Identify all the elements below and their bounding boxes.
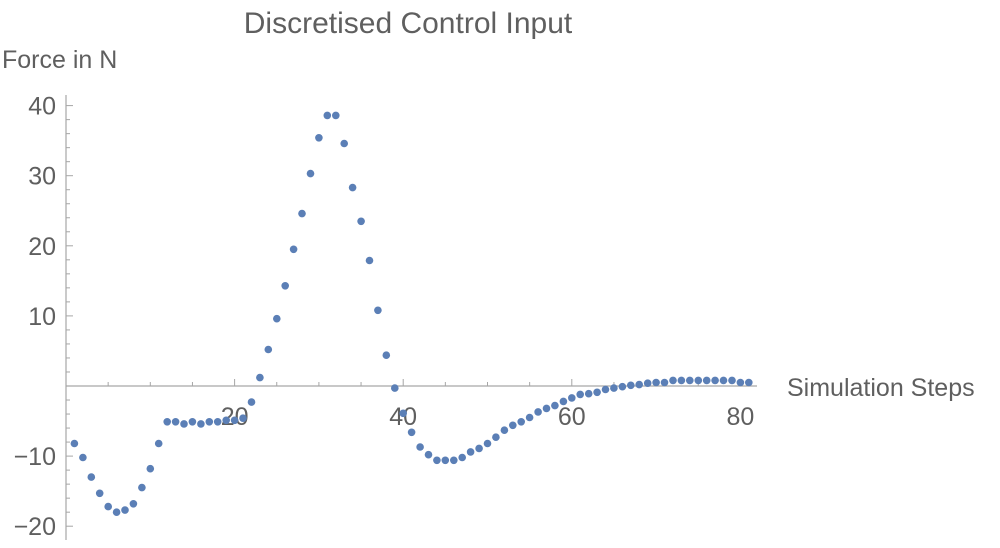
data-point — [171, 418, 180, 426]
data-point — [416, 443, 424, 451]
data-point — [264, 345, 273, 354]
data-point — [239, 414, 247, 423]
y-tick-label: 30 — [28, 163, 56, 191]
data-point — [542, 404, 551, 413]
data-point — [391, 384, 399, 392]
data-point — [340, 139, 349, 148]
chart-title: Discretised Control Input — [244, 7, 573, 40]
data-point — [576, 390, 584, 399]
data-point — [222, 416, 230, 425]
data-point — [87, 473, 96, 481]
data-point — [568, 394, 576, 402]
data-point — [146, 464, 155, 473]
data-point — [627, 381, 635, 390]
data-point — [205, 418, 214, 426]
data-point — [534, 408, 542, 416]
data-point — [466, 448, 475, 456]
data-point — [138, 483, 146, 492]
y-tick-label: 40 — [28, 93, 56, 121]
data-point — [500, 426, 509, 435]
data-point — [610, 384, 618, 392]
data-point — [374, 306, 382, 315]
data-point — [593, 388, 601, 397]
data-point — [121, 506, 129, 514]
data-point — [618, 382, 627, 391]
data-point — [728, 376, 736, 385]
data-point — [517, 418, 525, 426]
data-point — [660, 378, 669, 387]
data-point — [669, 376, 677, 385]
data-point — [525, 413, 534, 422]
data-point — [601, 385, 610, 394]
data-point — [230, 416, 239, 425]
y-axis-label: Force in N — [2, 46, 117, 74]
data-point — [247, 398, 256, 406]
data-point — [745, 378, 753, 387]
data-point — [559, 397, 568, 406]
data-point — [458, 453, 467, 462]
data-point — [306, 169, 315, 178]
data-point — [357, 217, 365, 226]
data-point — [441, 456, 450, 465]
data-point — [652, 378, 660, 387]
data-point — [163, 418, 171, 426]
data-point — [188, 418, 197, 426]
data-point — [315, 134, 323, 142]
data-point — [686, 376, 694, 385]
data-point — [643, 379, 652, 388]
data-point — [281, 282, 290, 290]
data-point — [154, 439, 163, 448]
data-point — [323, 111, 332, 120]
data-point — [348, 183, 357, 192]
data-point — [551, 401, 559, 410]
data-point — [382, 351, 391, 360]
data-point — [694, 376, 703, 385]
data-point — [180, 420, 188, 428]
data-point — [79, 453, 87, 462]
data-point — [95, 489, 104, 498]
data-point — [584, 389, 593, 398]
data-point — [213, 418, 222, 426]
y-tick-label: −20 — [14, 513, 56, 541]
y-tick-label: 10 — [28, 303, 56, 331]
data-point — [475, 444, 483, 453]
x-tick-label: 60 — [558, 403, 586, 431]
data-point — [197, 420, 205, 428]
data-point — [736, 378, 745, 387]
data-point — [483, 439, 492, 448]
data-point — [424, 450, 433, 459]
data-point — [450, 456, 458, 465]
data-point — [289, 245, 298, 254]
data-points — [70, 111, 753, 516]
data-point — [509, 421, 517, 430]
data-point — [104, 502, 112, 511]
x-tick-label: 80 — [726, 403, 754, 431]
data-point — [256, 373, 264, 382]
y-tick-label: 20 — [28, 233, 56, 261]
data-point — [332, 111, 340, 120]
data-point — [492, 433, 500, 442]
x-axis-label: Simulation Steps — [787, 374, 975, 402]
data-point — [70, 439, 79, 448]
data-point — [677, 376, 686, 385]
data-point — [711, 376, 719, 385]
data-point — [433, 456, 441, 465]
data-point — [112, 508, 121, 516]
data-point — [298, 209, 306, 218]
data-point — [635, 380, 643, 389]
data-point — [365, 256, 374, 265]
y-tick-label: −10 — [14, 443, 56, 471]
data-point — [273, 314, 281, 323]
data-point — [129, 500, 138, 508]
data-point — [407, 428, 416, 437]
data-point — [719, 376, 728, 385]
data-point — [399, 409, 408, 418]
data-point — [702, 376, 711, 385]
